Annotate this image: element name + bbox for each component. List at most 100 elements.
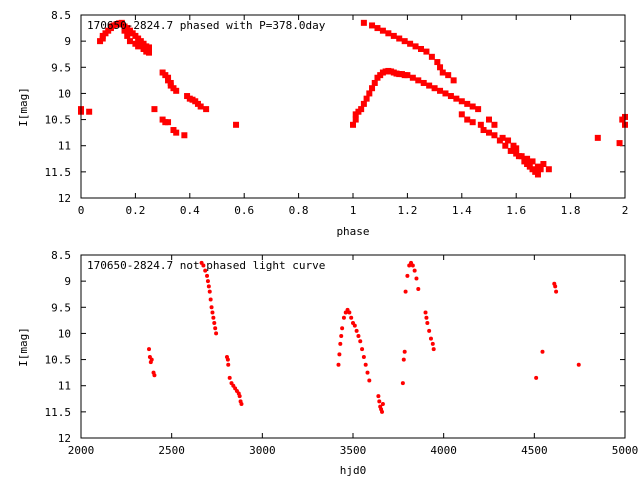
phased-data-point xyxy=(379,27,386,34)
raw-x-tick-label: 2500 xyxy=(158,444,185,457)
phased-chart: 0 0.2 0.4 0.6 0.8 1 1.2 1.4 1.6 1.8 2 8.5 9 9.5 10 10.5… xyxy=(17,9,628,238)
phased-y-tick-label: 12 xyxy=(58,192,71,205)
phased-data-point xyxy=(233,121,240,128)
phased-data-point xyxy=(401,38,408,45)
raw-y-tick-label: 11 xyxy=(58,380,71,393)
raw-data-point xyxy=(226,362,231,367)
raw-data-point xyxy=(349,315,354,320)
raw-data-point xyxy=(410,263,415,268)
phased-data-point xyxy=(513,145,520,152)
raw-data-point xyxy=(201,263,206,268)
raw-data-point xyxy=(376,394,381,399)
phased-data-point xyxy=(146,44,152,51)
raw-points xyxy=(147,260,581,414)
raw-data-point xyxy=(203,268,208,273)
raw-data-point xyxy=(340,326,345,331)
phased-plot-frame xyxy=(80,14,626,199)
phased-y-axis-label: I[mag] xyxy=(17,87,30,127)
raw-data-point xyxy=(416,286,421,291)
phased-data-point xyxy=(545,166,552,173)
phased-data-point xyxy=(203,106,210,113)
phased-x-tick-label: 0.4 xyxy=(180,204,200,217)
phased-data-point xyxy=(151,106,158,113)
phased-data-point xyxy=(453,95,460,102)
raw-lightcurve-chart: 2000 2500 3000 3500 4000 4500 5000 8.5 9 9.5 10 10.… xyxy=(17,249,638,477)
raw-y-tick-label: 12 xyxy=(58,432,71,445)
raw-data-point xyxy=(336,362,341,367)
phased-data-point xyxy=(439,69,446,76)
raw-data-point xyxy=(352,323,357,328)
phased-data-point xyxy=(173,87,180,94)
phased-data-point xyxy=(418,45,424,52)
raw-data-point xyxy=(405,273,410,278)
raw-x-tick-label: 4000 xyxy=(430,444,457,457)
raw-data-point xyxy=(425,320,430,325)
raw-data-point xyxy=(211,315,216,320)
raw-data-point xyxy=(361,354,366,359)
phased-data-point xyxy=(352,116,359,123)
phased-data-point xyxy=(505,137,512,144)
raw-data-point xyxy=(212,320,217,325)
phased-data-point xyxy=(464,100,471,107)
raw-y-tick-label: 10 xyxy=(58,327,71,340)
raw-y-tick-label: 9 xyxy=(64,275,71,288)
raw-data-point xyxy=(214,331,219,336)
raw-data-point xyxy=(147,347,151,352)
raw-y-tick-label: 10.5 xyxy=(45,354,72,367)
phased-axes: 0 0.2 0.4 0.6 0.8 1 1.2 1.4 1.6 1.8 2 8.5 9 9.5 10 10.5… xyxy=(45,9,629,217)
phased-y-tick-label: 10 xyxy=(58,87,71,100)
phased-data-point xyxy=(616,140,623,147)
phased-data-point xyxy=(369,22,376,29)
raw-data-point xyxy=(424,315,429,320)
raw-y-tick-label: 11.5 xyxy=(45,406,72,419)
phased-data-point xyxy=(537,166,544,173)
raw-data-point xyxy=(423,310,428,315)
phased-data-point xyxy=(475,106,482,113)
raw-data-point xyxy=(380,402,385,407)
raw-data-point xyxy=(365,370,370,375)
raw-chart-title: 170650-2824.7 not phased light curve xyxy=(87,259,325,272)
phased-data-point xyxy=(423,48,430,55)
raw-data-point xyxy=(576,362,581,367)
raw-x-tick-label: 3500 xyxy=(340,444,367,457)
phased-data-point xyxy=(390,32,397,39)
phased-x-tick-label: 0 xyxy=(78,204,85,217)
phased-x-tick-label: 0.8 xyxy=(289,204,309,217)
raw-data-point xyxy=(403,289,408,294)
phased-data-point xyxy=(502,142,509,149)
raw-data-point xyxy=(428,336,433,341)
raw-data-point xyxy=(338,341,343,346)
raw-data-point xyxy=(380,409,385,414)
phased-data-point xyxy=(396,35,403,42)
phased-data-point xyxy=(369,85,376,92)
raw-x-axis-label: hjd0 xyxy=(340,464,367,477)
phased-data-point xyxy=(515,153,522,160)
raw-data-point xyxy=(367,378,372,383)
phased-data-point xyxy=(366,90,373,97)
phased-data-point xyxy=(458,98,465,105)
raw-plot-frame xyxy=(80,254,626,439)
phased-data-point xyxy=(491,132,498,139)
raw-data-point xyxy=(206,284,211,289)
phased-data-point xyxy=(350,121,356,128)
raw-data-point xyxy=(149,357,154,362)
phased-data-point xyxy=(124,32,131,39)
phased-data-point xyxy=(135,43,142,50)
phased-data-point xyxy=(363,95,370,102)
phased-y-tick-label: 9.5 xyxy=(51,61,71,74)
phased-data-point xyxy=(464,116,471,123)
raw-data-point xyxy=(360,347,365,352)
raw-data-point xyxy=(354,328,359,333)
phased-data-point xyxy=(415,77,422,84)
raw-data-point xyxy=(239,402,244,407)
phased-data-point xyxy=(486,116,492,123)
phased-data-point xyxy=(420,79,427,86)
phased-data-point xyxy=(358,106,365,113)
raw-data-point xyxy=(431,347,436,352)
raw-data-point xyxy=(339,334,344,339)
raw-x-tick-label: 3000 xyxy=(249,444,276,457)
raw-y-axis-label: I[mag] xyxy=(17,327,30,367)
raw-data-point xyxy=(358,339,363,344)
raw-data-point xyxy=(237,394,242,399)
